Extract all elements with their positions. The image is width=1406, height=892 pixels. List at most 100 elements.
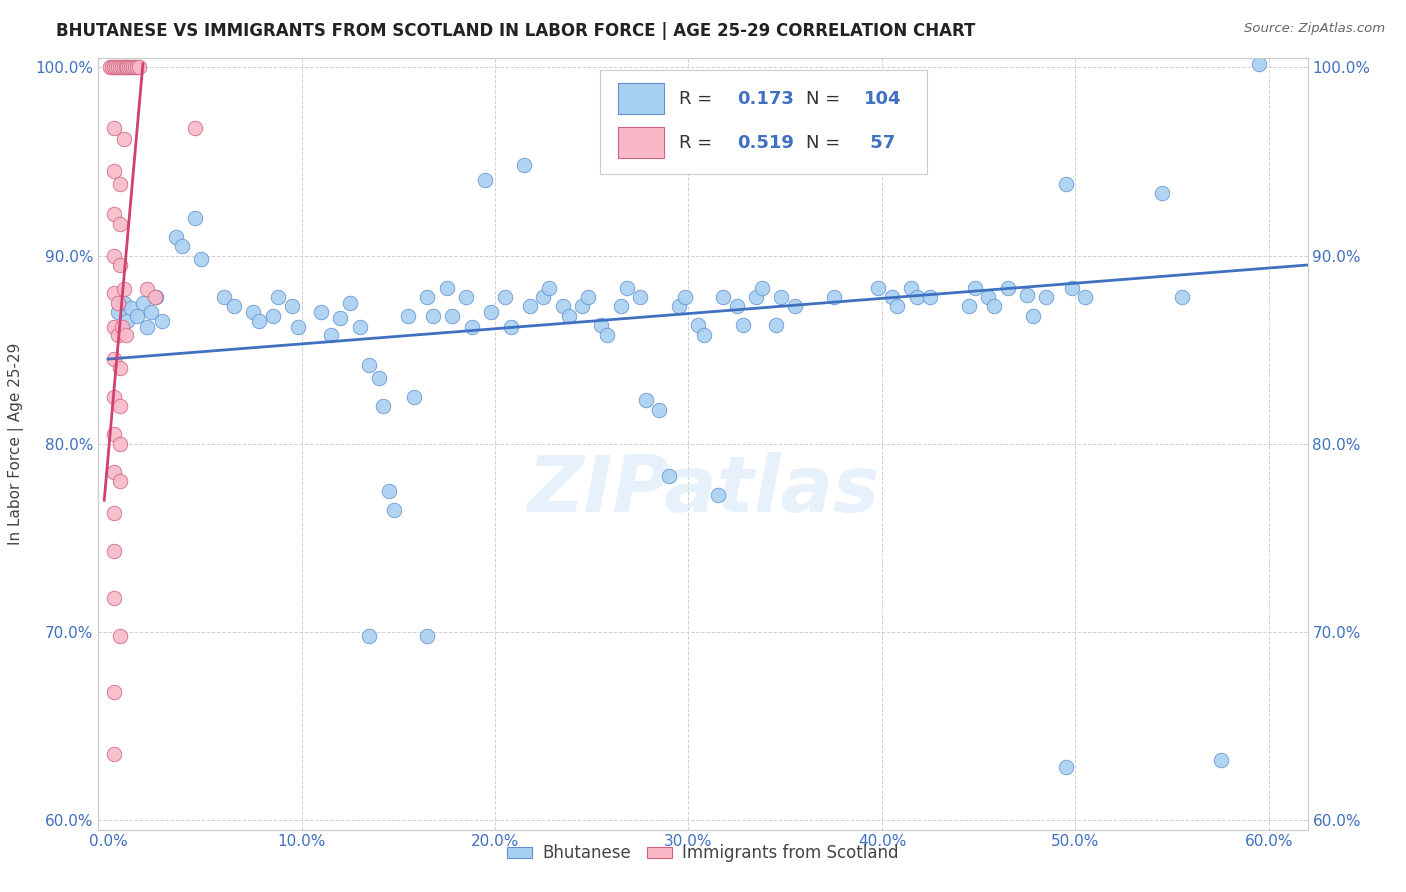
Point — [339, 295, 361, 310]
Point — [880, 290, 903, 304]
Point — [103, 164, 125, 178]
Point — [103, 544, 125, 558]
Point — [551, 299, 574, 313]
Point — [165, 229, 187, 244]
Point — [693, 327, 716, 342]
Point — [1022, 309, 1045, 323]
Point — [596, 327, 619, 342]
Point — [900, 280, 922, 294]
Point — [103, 465, 125, 479]
Point — [287, 320, 309, 334]
Point — [319, 327, 342, 342]
Text: Source: ZipAtlas.com: Source: ZipAtlas.com — [1244, 22, 1385, 36]
Point — [983, 299, 1005, 313]
Point — [329, 310, 352, 325]
Point — [634, 393, 657, 408]
Point — [860, 130, 883, 145]
Point — [145, 290, 167, 304]
Point — [416, 290, 439, 304]
Point — [135, 282, 157, 296]
Point — [1035, 290, 1057, 304]
Point — [751, 280, 773, 294]
Point — [765, 318, 787, 333]
Point — [957, 299, 980, 313]
Point — [416, 629, 439, 643]
Point — [499, 320, 522, 334]
Point — [127, 61, 149, 75]
Point — [474, 173, 496, 187]
Point — [103, 120, 125, 135]
Point — [108, 61, 131, 75]
FancyBboxPatch shape — [619, 84, 664, 114]
Point — [112, 132, 135, 146]
Point — [104, 61, 127, 75]
Point — [112, 61, 135, 75]
Point — [103, 320, 125, 334]
Point — [108, 436, 131, 450]
Point — [103, 507, 125, 521]
Text: R =: R = — [679, 90, 718, 108]
Point — [127, 309, 149, 323]
Point — [494, 290, 516, 304]
Point — [107, 295, 129, 310]
Point — [103, 427, 125, 442]
Point — [107, 305, 129, 319]
Text: 57: 57 — [863, 134, 896, 152]
Point — [1060, 280, 1083, 294]
Point — [103, 685, 125, 699]
Point — [441, 309, 464, 323]
Point — [557, 309, 579, 323]
Point — [184, 120, 207, 135]
Point — [103, 61, 125, 75]
Text: 104: 104 — [863, 90, 901, 108]
Text: N =: N = — [806, 90, 846, 108]
Point — [868, 280, 890, 294]
Point — [103, 286, 125, 301]
Point — [108, 217, 131, 231]
Legend: Bhutanese, Immigrants from Scotland: Bhutanese, Immigrants from Scotland — [501, 838, 905, 869]
Point — [103, 747, 125, 762]
Point — [349, 320, 371, 334]
Point — [1171, 290, 1194, 304]
Point — [111, 61, 134, 75]
Point — [98, 61, 121, 75]
Text: ZIPatlas: ZIPatlas — [527, 452, 879, 528]
Point — [111, 320, 134, 334]
Point — [108, 475, 131, 489]
Point — [108, 399, 131, 413]
Text: 0.173: 0.173 — [737, 90, 794, 108]
Point — [673, 290, 696, 304]
Text: 0.519: 0.519 — [737, 134, 794, 152]
Point — [359, 629, 381, 643]
Point — [103, 352, 125, 367]
Point — [108, 258, 131, 272]
Point — [591, 318, 613, 333]
Point — [103, 207, 125, 221]
Point — [108, 629, 131, 643]
Point — [688, 318, 710, 333]
Y-axis label: In Labor Force | Age 25-29: In Labor Force | Age 25-29 — [8, 343, 24, 545]
Point — [377, 483, 399, 498]
Point — [108, 361, 131, 376]
Point — [124, 61, 146, 75]
Point — [576, 290, 599, 304]
Point — [242, 305, 264, 319]
Point — [132, 295, 155, 310]
Point — [538, 280, 561, 294]
Point — [120, 301, 142, 316]
Point — [107, 61, 129, 75]
Point — [150, 314, 173, 328]
Point — [103, 591, 125, 606]
Point — [1249, 56, 1271, 70]
Point — [368, 371, 391, 385]
Point — [731, 318, 754, 333]
Point — [706, 487, 728, 501]
Point — [139, 305, 162, 319]
FancyBboxPatch shape — [600, 70, 927, 174]
Point — [112, 282, 135, 296]
Point — [963, 280, 986, 294]
Point — [571, 299, 593, 313]
Point — [1054, 177, 1077, 191]
Point — [1015, 288, 1038, 302]
Text: R =: R = — [679, 134, 718, 152]
